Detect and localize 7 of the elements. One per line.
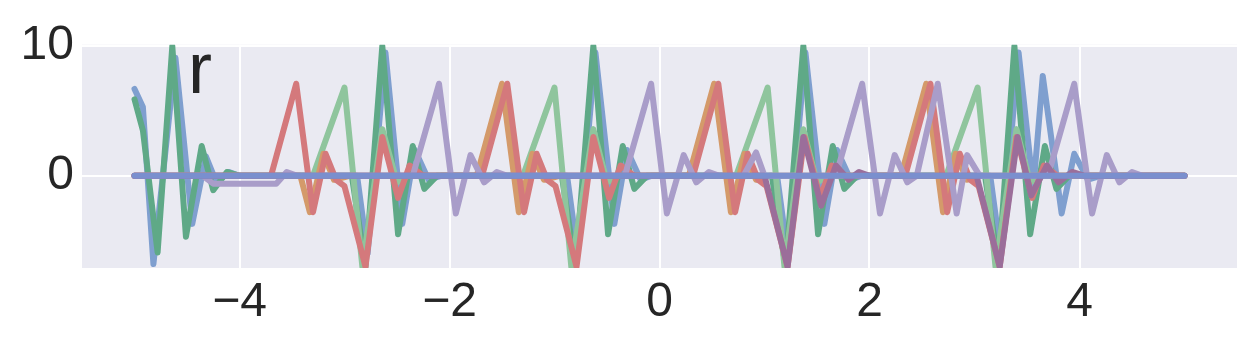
x-tick-label: −2 [422, 273, 477, 327]
y-tick-label: 10 [20, 16, 74, 70]
chart-title: r [188, 27, 212, 108]
x-tick-label: −4 [212, 273, 267, 327]
x-tick-label: 2 [856, 273, 883, 327]
x-tick-label: 0 [646, 273, 673, 327]
x-tick-label: 4 [1066, 273, 1093, 327]
